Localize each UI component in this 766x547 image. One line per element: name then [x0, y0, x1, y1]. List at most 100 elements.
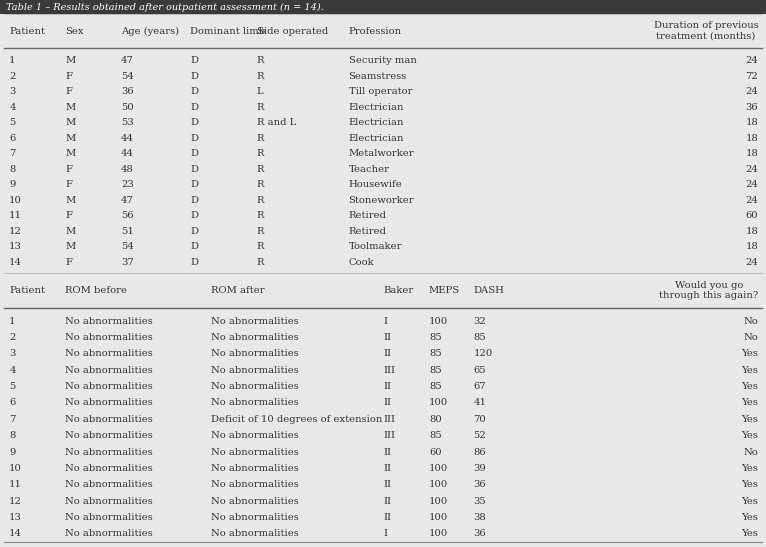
Text: No abnormalities: No abnormalities	[65, 480, 153, 489]
Text: 53: 53	[121, 118, 134, 127]
Text: R: R	[257, 242, 264, 251]
Text: 14: 14	[9, 529, 22, 538]
Text: Seamstress: Seamstress	[349, 72, 407, 81]
Text: 52: 52	[473, 431, 486, 440]
Text: 48: 48	[121, 165, 134, 174]
Text: No abnormalities: No abnormalities	[211, 464, 299, 473]
Text: R: R	[257, 227, 264, 236]
Text: 23: 23	[121, 181, 134, 189]
Text: 65: 65	[473, 366, 486, 375]
Text: MEPS: MEPS	[429, 286, 460, 295]
Text: 24: 24	[745, 88, 758, 96]
Text: 7: 7	[9, 149, 15, 158]
Text: Retired: Retired	[349, 211, 387, 220]
Text: ROM after: ROM after	[211, 286, 264, 295]
Text: 54: 54	[121, 242, 134, 251]
Text: No abnormalities: No abnormalities	[65, 366, 153, 375]
Text: II: II	[383, 398, 391, 408]
Text: 120: 120	[473, 350, 493, 358]
Text: Patient: Patient	[9, 26, 45, 36]
Text: ROM before: ROM before	[65, 286, 127, 295]
Text: 14: 14	[9, 258, 22, 267]
Text: 56: 56	[121, 211, 133, 220]
Text: 18: 18	[745, 242, 758, 251]
Text: 100: 100	[429, 480, 448, 489]
Text: F: F	[65, 211, 72, 220]
Text: Till operator: Till operator	[349, 88, 412, 96]
Text: 5: 5	[9, 382, 15, 391]
Text: D: D	[190, 149, 198, 158]
Text: M: M	[65, 56, 75, 65]
Text: 10: 10	[9, 464, 22, 473]
Text: M: M	[65, 196, 75, 205]
Text: R: R	[257, 196, 264, 205]
Text: Yes: Yes	[741, 480, 758, 489]
Text: 5: 5	[9, 118, 15, 127]
Text: Yes: Yes	[741, 513, 758, 522]
Text: Yes: Yes	[741, 431, 758, 440]
Text: D: D	[190, 134, 198, 143]
Text: No: No	[744, 333, 758, 342]
Text: Deficit of 10 degrees of extension: Deficit of 10 degrees of extension	[211, 415, 382, 424]
Text: M: M	[65, 118, 75, 127]
Text: R: R	[257, 149, 264, 158]
Text: 24: 24	[745, 181, 758, 189]
Text: Electrician: Electrician	[349, 118, 404, 127]
Text: 12: 12	[9, 497, 22, 505]
Text: 4: 4	[9, 103, 15, 112]
Text: II: II	[383, 513, 391, 522]
Text: 36: 36	[473, 480, 486, 489]
Text: No abnormalities: No abnormalities	[211, 317, 299, 325]
Text: 18: 18	[745, 118, 758, 127]
Text: 100: 100	[429, 464, 448, 473]
Text: 8: 8	[9, 431, 15, 440]
Text: 1: 1	[9, 56, 15, 65]
Text: Yes: Yes	[741, 382, 758, 391]
Text: 24: 24	[745, 56, 758, 65]
Text: 54: 54	[121, 72, 134, 81]
Text: II: II	[383, 447, 391, 457]
Text: D: D	[190, 72, 198, 81]
Text: R: R	[257, 165, 264, 174]
Text: I: I	[383, 529, 387, 538]
Text: R: R	[257, 181, 264, 189]
Text: II: II	[383, 497, 391, 505]
Text: Profession: Profession	[349, 26, 401, 36]
Text: D: D	[190, 56, 198, 65]
Text: 44: 44	[121, 134, 134, 143]
Text: III: III	[383, 415, 395, 424]
Text: R: R	[257, 103, 264, 112]
Text: No abnormalities: No abnormalities	[211, 529, 299, 538]
Text: F: F	[65, 72, 72, 81]
Text: III: III	[383, 431, 395, 440]
Text: No abnormalities: No abnormalities	[65, 497, 153, 505]
Text: 72: 72	[745, 72, 758, 81]
Text: 44: 44	[121, 149, 134, 158]
Text: F: F	[65, 181, 72, 189]
Text: 80: 80	[429, 415, 442, 424]
Text: Yes: Yes	[741, 529, 758, 538]
Text: Patient: Patient	[9, 286, 45, 295]
Text: 47: 47	[121, 56, 134, 65]
Text: I: I	[383, 317, 387, 325]
Text: No abnormalities: No abnormalities	[65, 529, 153, 538]
Text: 85: 85	[429, 366, 442, 375]
Text: D: D	[190, 88, 198, 96]
Text: No abnormalities: No abnormalities	[65, 398, 153, 408]
Text: R: R	[257, 211, 264, 220]
Text: II: II	[383, 382, 391, 391]
Text: No abnormalities: No abnormalities	[65, 382, 153, 391]
Text: D: D	[190, 181, 198, 189]
Text: No abnormalities: No abnormalities	[211, 431, 299, 440]
Text: No abnormalities: No abnormalities	[211, 366, 299, 375]
Text: 60: 60	[746, 211, 758, 220]
Text: No abnormalities: No abnormalities	[211, 480, 299, 489]
Text: 38: 38	[473, 513, 486, 522]
Text: 100: 100	[429, 317, 448, 325]
Text: 37: 37	[121, 258, 134, 267]
Text: M: M	[65, 134, 75, 143]
Text: L: L	[257, 88, 264, 96]
Text: D: D	[190, 211, 198, 220]
Text: M: M	[65, 149, 75, 158]
Text: 6: 6	[9, 398, 15, 408]
